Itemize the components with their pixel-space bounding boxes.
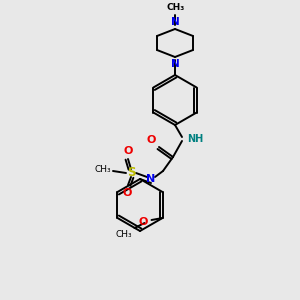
- Text: CH₃: CH₃: [116, 230, 133, 239]
- Text: O: O: [147, 135, 156, 145]
- Text: O: O: [122, 188, 132, 198]
- Text: N: N: [171, 59, 179, 69]
- Text: N: N: [146, 174, 156, 184]
- Text: O: O: [138, 217, 148, 227]
- Text: O: O: [123, 146, 133, 156]
- Text: S: S: [127, 167, 135, 179]
- Text: N: N: [171, 17, 179, 27]
- Text: CH₃: CH₃: [94, 164, 111, 173]
- Text: NH: NH: [187, 134, 203, 144]
- Text: CH₃: CH₃: [167, 3, 185, 12]
